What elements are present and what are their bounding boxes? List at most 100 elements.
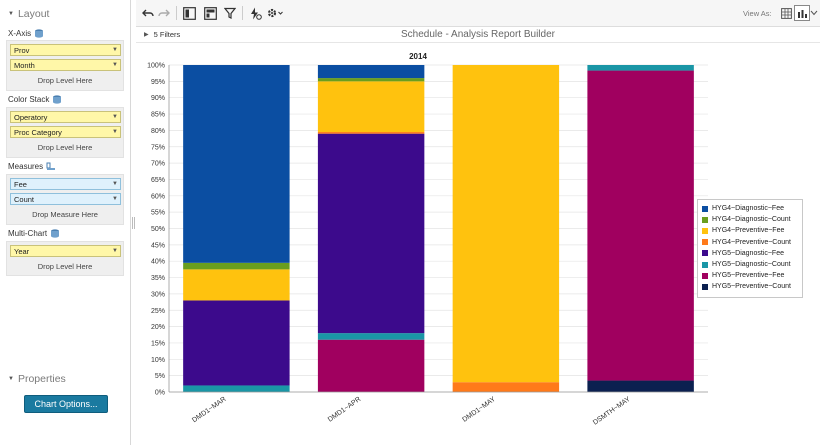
y-tick-label: 85% bbox=[151, 112, 165, 119]
xaxis-drop-zone[interactable]: Prov ▼ Month ▼ Drop Level Here bbox=[6, 40, 124, 91]
color-stack-field-proc-category[interactable]: Proc Category ▼ bbox=[10, 126, 121, 138]
redo-icon[interactable] bbox=[156, 5, 172, 21]
y-tick-label: 100% bbox=[147, 63, 165, 70]
chart-legend: HYG4~Diagnostic~Fee HYG4~Diagnostic~Count… bbox=[697, 199, 803, 298]
chevron-down-icon[interactable] bbox=[809, 5, 819, 21]
y-tick-label: 15% bbox=[151, 340, 165, 347]
chevron-down-icon[interactable]: ▼ bbox=[112, 47, 118, 53]
database-icon bbox=[53, 95, 62, 104]
legend-item[interactable]: HYG4~Preventive~Count bbox=[702, 237, 798, 248]
run-icon[interactable] bbox=[247, 5, 263, 21]
color-stack-group-label: Color Stack bbox=[8, 95, 62, 104]
xaxis-field-prov[interactable]: Prov ▼ bbox=[10, 44, 121, 56]
layout-section-header[interactable]: ▼ Layout bbox=[8, 8, 49, 20]
panel-splitter-handle[interactable] bbox=[132, 217, 135, 229]
grid-view-icon[interactable] bbox=[778, 5, 794, 21]
xaxis-group-label: X-Axis bbox=[8, 29, 44, 38]
color-stack-drop-zone[interactable]: Operatory ▼ Proc Category ▼ Drop Level H… bbox=[6, 107, 124, 158]
chart-view-icon[interactable] bbox=[794, 5, 810, 21]
legend-swatch bbox=[702, 239, 708, 246]
database-icon bbox=[35, 29, 44, 38]
measures-field-fee-label: Fee bbox=[14, 179, 27, 189]
bar-segment[interactable] bbox=[183, 385, 290, 392]
y-tick-label: 5% bbox=[155, 373, 165, 380]
x-tick-label: DSMTH~MAY bbox=[592, 396, 632, 427]
bar-segment[interactable] bbox=[183, 269, 290, 301]
bar-segment[interactable] bbox=[317, 133, 425, 334]
xaxis-field-month[interactable]: Month ▼ bbox=[10, 59, 121, 71]
legend-label: HYG5~Preventive~Fee bbox=[712, 272, 785, 280]
chevron-down-icon[interactable]: ▼ bbox=[112, 129, 118, 135]
measures-drop-zone[interactable]: Fee ▼ Count ▼ Drop Measure Here bbox=[6, 174, 124, 225]
y-tick-label: 40% bbox=[151, 259, 165, 266]
legend-label: HYG4~Diagnostic~Fee bbox=[712, 205, 784, 213]
bar-segment[interactable] bbox=[452, 65, 560, 383]
legend-label: HYG4~Preventive~Count bbox=[712, 238, 791, 246]
y-tick-label: 45% bbox=[151, 242, 165, 249]
y-tick-label: 20% bbox=[151, 324, 165, 331]
bar-segment[interactable] bbox=[452, 382, 560, 392]
bar-segment[interactable] bbox=[587, 65, 694, 71]
y-tick-label: 60% bbox=[151, 193, 165, 200]
bar-segment[interactable] bbox=[183, 65, 290, 263]
filter-icon[interactable] bbox=[222, 5, 238, 21]
bar-segment[interactable] bbox=[317, 81, 425, 133]
x-tick-label: DMD1~MAY bbox=[461, 396, 497, 424]
bar-segment[interactable] bbox=[183, 300, 290, 386]
y-tick-label: 0% bbox=[155, 390, 165, 397]
chart-options-button[interactable]: Chart Options... bbox=[24, 395, 108, 413]
layout-left-icon[interactable] bbox=[181, 5, 197, 21]
chevron-down-icon[interactable]: ▼ bbox=[112, 248, 118, 254]
legend-item[interactable]: HYG4~Diagnostic~Fee bbox=[702, 203, 798, 214]
y-axis-tick-labels: 0% 5% 10% 15% 20% 25% 30% 35% 40% 45% 50% 55% 60% 65%… bbox=[147, 63, 165, 397]
settings-icon[interactable] bbox=[265, 5, 285, 21]
legend-swatch bbox=[702, 250, 708, 257]
color-stack-field-proc-category-label: Proc Category bbox=[14, 127, 62, 137]
measure-icon bbox=[46, 162, 56, 170]
legend-item[interactable]: HYG5~Diagnostic~Count bbox=[702, 259, 798, 270]
chevron-down-icon[interactable]: ▼ bbox=[112, 181, 118, 187]
chevron-down-icon[interactable]: ▼ bbox=[112, 62, 118, 68]
multi-chart-label: Multi-Chart bbox=[8, 229, 48, 238]
legend-swatch bbox=[702, 272, 708, 279]
bar-segment[interactable] bbox=[317, 339, 425, 392]
measures-field-count[interactable]: Count ▼ bbox=[10, 193, 121, 205]
y-tick-label: 75% bbox=[151, 144, 165, 151]
filters-toggle[interactable]: ▶ 5 Filters bbox=[144, 30, 180, 39]
x-tick-label: DMD1~APR bbox=[327, 396, 362, 424]
database-icon bbox=[51, 229, 60, 238]
chart-bars bbox=[183, 65, 694, 392]
multi-chart-field-year[interactable]: Year ▼ bbox=[10, 245, 121, 257]
chevron-down-icon[interactable]: ▼ bbox=[112, 114, 118, 120]
legend-item[interactable]: HYG5~Diagnostic~Fee bbox=[702, 248, 798, 259]
view-as-label: View As: bbox=[743, 9, 772, 18]
color-stack-field-operatory[interactable]: Operatory ▼ bbox=[10, 111, 121, 123]
legend-swatch bbox=[702, 216, 708, 223]
legend-item[interactable]: HYG4~Diagnostic~Count bbox=[702, 214, 798, 225]
filters-bar: ▶ 5 Filters Schedule - Analysis Report B… bbox=[136, 27, 820, 43]
multi-chart-drop-zone[interactable]: Year ▼ Drop Level Here bbox=[6, 241, 124, 276]
legend-label: HYG5~Diagnostic~Fee bbox=[712, 249, 784, 257]
collapse-triangle-icon: ▼ bbox=[8, 376, 14, 382]
layout-panel: ▼ Layout X-Axis Prov ▼ Month ▼ Drop Leve… bbox=[0, 0, 131, 445]
undo-icon[interactable] bbox=[140, 5, 156, 21]
bar-segment[interactable] bbox=[587, 380, 694, 392]
chevron-down-icon[interactable]: ▼ bbox=[112, 196, 118, 202]
legend-item[interactable]: HYG4~Preventive~Fee bbox=[702, 225, 798, 236]
filters-count-label: 5 Filters bbox=[153, 30, 181, 39]
measures-group-label: Measures bbox=[8, 162, 56, 171]
bar-segment[interactable] bbox=[317, 65, 425, 79]
bar-segment[interactable] bbox=[317, 132, 425, 134]
y-tick-label: 70% bbox=[151, 161, 165, 168]
measures-field-fee[interactable]: Fee ▼ bbox=[10, 178, 121, 190]
legend-item[interactable]: HYG5~Preventive~Count bbox=[702, 281, 798, 292]
bar-segment[interactable] bbox=[317, 333, 425, 340]
layout-top-icon[interactable] bbox=[202, 5, 218, 21]
bar-segment[interactable] bbox=[317, 78, 425, 82]
legend-item[interactable]: HYG5~Preventive~Fee bbox=[702, 270, 798, 281]
legend-label: HYG4~Diagnostic~Count bbox=[712, 216, 791, 224]
properties-section-header[interactable]: ▼ Properties bbox=[8, 373, 66, 385]
bar-segment[interactable] bbox=[587, 70, 694, 381]
bar-segment[interactable] bbox=[183, 262, 290, 270]
xaxis-field-prov-label: Prov bbox=[14, 45, 30, 55]
